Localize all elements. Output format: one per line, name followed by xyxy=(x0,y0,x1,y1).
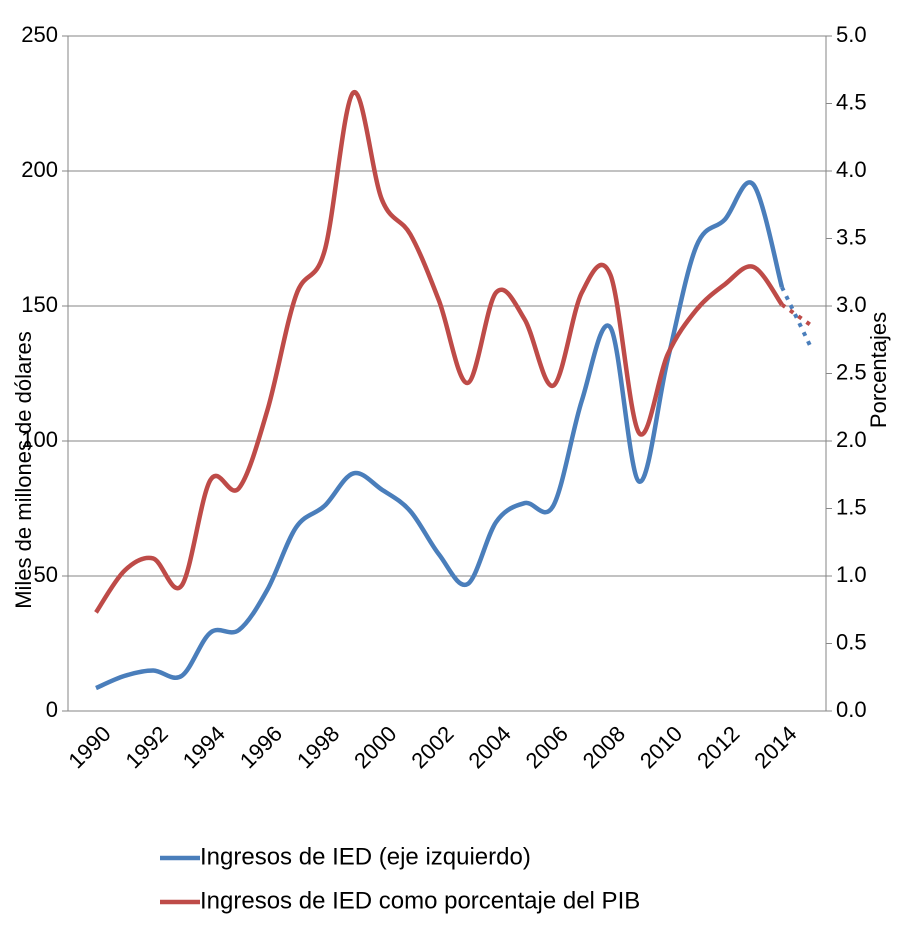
y2-tick-label: 5.0 xyxy=(836,22,867,47)
x-tick-label: 2000 xyxy=(349,721,401,773)
y-tick-label: 50 xyxy=(34,562,58,587)
y2-tick-label: 0.0 xyxy=(836,697,867,722)
x-tick-label: 2014 xyxy=(749,721,801,773)
legend-label: Ingresos de IED como porcentaje del PIB xyxy=(200,887,640,914)
x-tick-label: 2010 xyxy=(635,721,687,773)
x-tick-label: 1994 xyxy=(178,721,230,773)
x-tick-label: 1992 xyxy=(121,721,173,773)
y2-tick-label: 2.5 xyxy=(836,359,867,384)
y-tick-label: 200 xyxy=(21,157,58,182)
y2-axis-title: Porcentajes xyxy=(866,312,891,428)
y2-tick-label: 3.5 xyxy=(836,224,867,249)
x-tick-label: 1996 xyxy=(235,721,287,773)
y2-tick-label: 3.0 xyxy=(836,292,867,317)
y2-tick-label: 4.5 xyxy=(836,89,867,114)
series-line xyxy=(95,180,785,691)
series-line-projection xyxy=(780,303,812,327)
series-line xyxy=(94,90,784,614)
y-tick-label: 250 xyxy=(21,22,58,47)
y-tick-label: 0 xyxy=(46,697,58,722)
y2-tick-label: 1.0 xyxy=(836,562,867,587)
y2-tick-label: 1.5 xyxy=(836,494,867,519)
legend-label: Ingresos de IED (eje izquierdo) xyxy=(200,843,531,870)
series-line-projection xyxy=(780,286,813,348)
x-tick-label: 2006 xyxy=(521,721,573,773)
x-tick-label: 1998 xyxy=(292,721,344,773)
y2-tick-label: 4.0 xyxy=(836,157,867,182)
x-tick-label: 1990 xyxy=(63,721,115,773)
x-tick-label: 2008 xyxy=(578,721,630,773)
x-tick-label: 2012 xyxy=(692,721,744,773)
y-tick-label: 100 xyxy=(21,427,58,452)
x-tick-label: 2004 xyxy=(463,721,515,773)
y-axis-title: Miles de millones de dólares xyxy=(11,331,36,609)
x-tick-label: 2002 xyxy=(406,721,458,773)
y2-tick-label: 0.5 xyxy=(836,629,867,654)
y-tick-label: 150 xyxy=(21,292,58,317)
y2-tick-label: 2.0 xyxy=(836,427,867,452)
